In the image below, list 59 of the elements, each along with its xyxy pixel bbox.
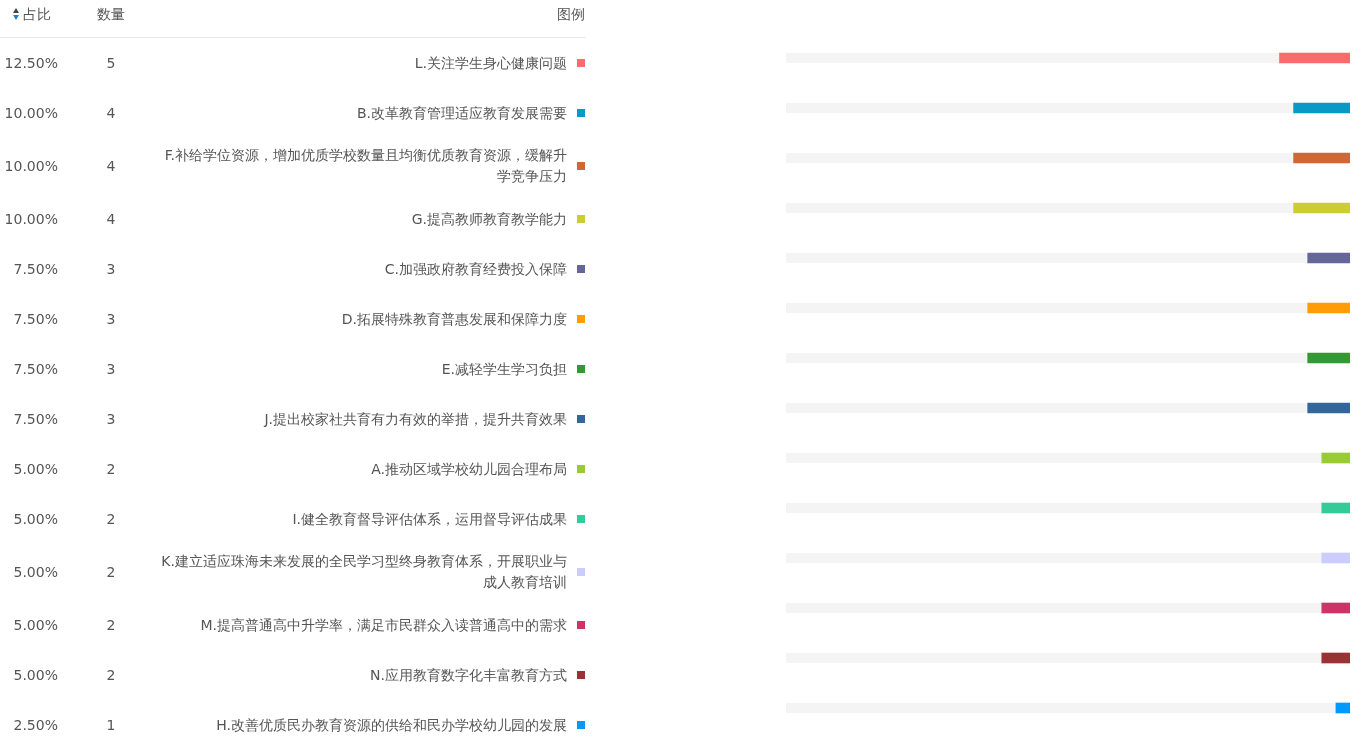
y-tick-label: H.改善优质民办教育资源的供给和民办学校幼儿园的发展 (215, 715, 568, 735)
y-tick-label: A.推动区域学校幼儿园合理布局 (370, 459, 568, 479)
text: 图例 (557, 5, 585, 24)
bar (1321, 452, 1350, 464)
bar (1293, 202, 1350, 214)
bar (1307, 402, 1350, 414)
text: 2 (105, 667, 117, 683)
text: 4 (105, 105, 117, 121)
bar (1321, 502, 1350, 514)
bar (1321, 602, 1350, 614)
bar (1307, 352, 1350, 364)
data-label: 7.50% (12, 411, 58, 427)
data-label: 5.00% (12, 461, 58, 477)
data-label: 5.00% (12, 564, 58, 580)
data-label: 7.50% (12, 261, 58, 277)
y-tick-label: G.提高教师教育教学能力 (410, 209, 568, 229)
y-tick-label: J.提出校家社共育有力有效的举措，提升共育效果 (262, 409, 568, 429)
data-label: 2.50% (12, 717, 58, 733)
text: 4 (105, 158, 117, 174)
text: 3 (105, 311, 117, 327)
bar (1335, 702, 1350, 714)
text: 3 (105, 261, 117, 277)
bar (1293, 102, 1350, 114)
y-tick-label: B.改革教育管理适应教育发展需要 (355, 103, 568, 123)
y-tick-label: L.关注学生身心健康问题 (413, 53, 568, 73)
text: 2 (105, 564, 117, 580)
text: 2 (105, 461, 117, 477)
data-label: 10.00% (3, 105, 58, 121)
y-tick-label: C.加强政府教育经费投入保障 (383, 259, 568, 279)
bar (1279, 52, 1350, 64)
y-tick-label: F.补给学位资源，增加优质学校数量且均衡优质教育资源，缓解升学竞争压力 (163, 146, 568, 186)
data-label: 7.50% (12, 361, 58, 377)
text: 5 (105, 55, 117, 71)
bar (1321, 552, 1350, 564)
data-label: 12.50% (3, 55, 58, 71)
bar (1321, 652, 1350, 664)
text: 2 (105, 617, 117, 633)
y-tick-label: K.建立适应珠海未来发展的全民学习型终身教育体系，开展职业与成人教育培训 (160, 552, 568, 592)
data-label: 5.00% (12, 617, 58, 633)
text: 3 (105, 411, 117, 427)
data-label: 7.50% (12, 311, 58, 327)
bar (1307, 252, 1350, 264)
data-label: 5.00% (12, 667, 58, 683)
data-label: 10.00% (3, 158, 58, 174)
text: 3 (105, 361, 117, 377)
y-tick-label: N.应用教育数字化丰富教育方式 (369, 665, 568, 685)
data-label: 10.00% (3, 211, 58, 227)
data-label: 5.00% (12, 511, 58, 527)
y-tick-label: E.减轻学生学习负担 (440, 359, 568, 379)
text: 数量 (97, 5, 125, 24)
y-tick-label: I.健全教育督导评估体系，运用督导评估成果 (291, 509, 568, 529)
bar (1307, 302, 1350, 314)
text: 4 (105, 211, 117, 227)
text: 2 (105, 511, 117, 527)
text: 占比 (23, 5, 51, 24)
bar (1293, 152, 1350, 164)
y-tick-label: M.提高普通高中升学率，满足市民群众入读普通高中的需求 (199, 615, 568, 635)
text: 1 (105, 717, 117, 733)
y-tick-label: D.拓展特殊教育普惠发展和保障力度 (340, 309, 568, 329)
